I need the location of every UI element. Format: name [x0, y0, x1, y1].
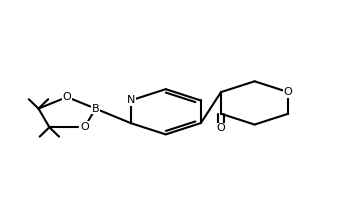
Text: O: O — [80, 122, 89, 132]
Text: B: B — [92, 104, 99, 114]
Text: O: O — [284, 87, 292, 97]
Text: O: O — [63, 92, 72, 102]
Text: O: O — [217, 124, 225, 133]
Text: N: N — [126, 95, 135, 106]
